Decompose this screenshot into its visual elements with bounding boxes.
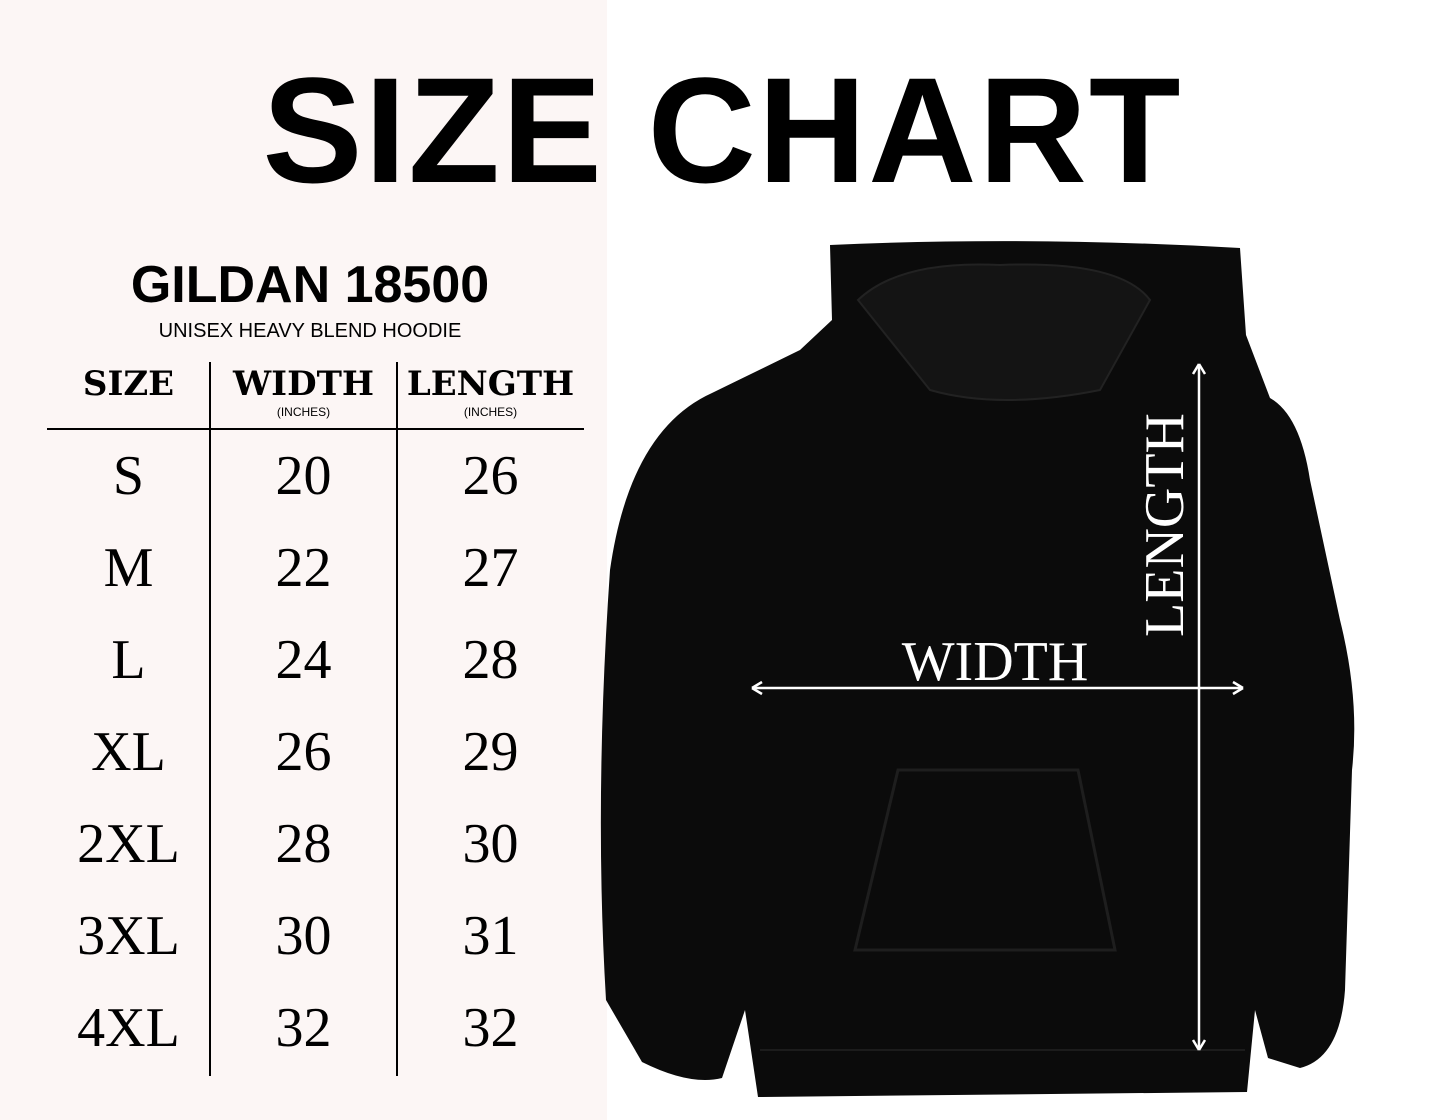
table-row: 3XL 30 31 <box>0 890 607 982</box>
column-divider <box>209 362 211 1076</box>
table-row: 2XL 28 30 <box>0 798 607 890</box>
cell-width: 32 <box>275 997 332 1059</box>
table-row: 4XL 32 32 <box>0 982 607 1074</box>
cell-size: M <box>103 537 154 599</box>
width-label: WIDTH <box>902 631 1089 693</box>
hoodie-silhouette <box>600 241 1355 1098</box>
cell-width: 20 <box>275 445 332 507</box>
cell-length: 28 <box>462 629 519 691</box>
cell-size: 4XL <box>77 997 180 1059</box>
cell-size: L <box>111 629 146 691</box>
cell-width: 26 <box>275 721 332 783</box>
page-title: SIZE CHART <box>262 46 1183 214</box>
width-arrowheads <box>751 680 1244 696</box>
product-subtitle: UNISEX HEAVY BLEND HOODIE <box>158 320 462 342</box>
cell-length: 31 <box>462 905 519 967</box>
cell-size: 2XL <box>77 813 180 875</box>
cell-length: 32 <box>462 997 519 1059</box>
column-divider <box>396 362 398 1076</box>
size-table-panel <box>0 0 607 1120</box>
table-row: S 20 26 <box>0 430 607 522</box>
cell-length: 27 <box>462 537 519 599</box>
table-row: M 22 27 <box>0 522 607 614</box>
hood-opening <box>856 263 1152 401</box>
cell-width: 22 <box>275 537 332 599</box>
cell-length: 29 <box>462 721 519 783</box>
length-arrowheads <box>1191 363 1207 1051</box>
product-model: GILDAN 18500 <box>130 256 490 314</box>
cell-width: 24 <box>275 629 332 691</box>
pocket <box>853 768 1117 952</box>
table-row: L 24 28 <box>0 614 607 706</box>
cell-width: 28 <box>275 813 332 875</box>
cell-width: 30 <box>275 905 332 967</box>
header-length: LENGTH (INCHES) <box>406 364 575 419</box>
cell-length: 30 <box>462 813 519 875</box>
cell-size: 3XL <box>77 905 180 967</box>
header-divider <box>47 428 584 430</box>
cell-size: XL <box>91 721 166 783</box>
header-width: WIDTH (INCHES) <box>233 364 374 419</box>
table-row: XL 26 29 <box>0 706 607 798</box>
length-label: LENGTH <box>1134 413 1196 637</box>
cell-length: 26 <box>462 445 519 507</box>
header-size: SIZE <box>82 364 175 404</box>
cell-size: S <box>112 445 145 507</box>
